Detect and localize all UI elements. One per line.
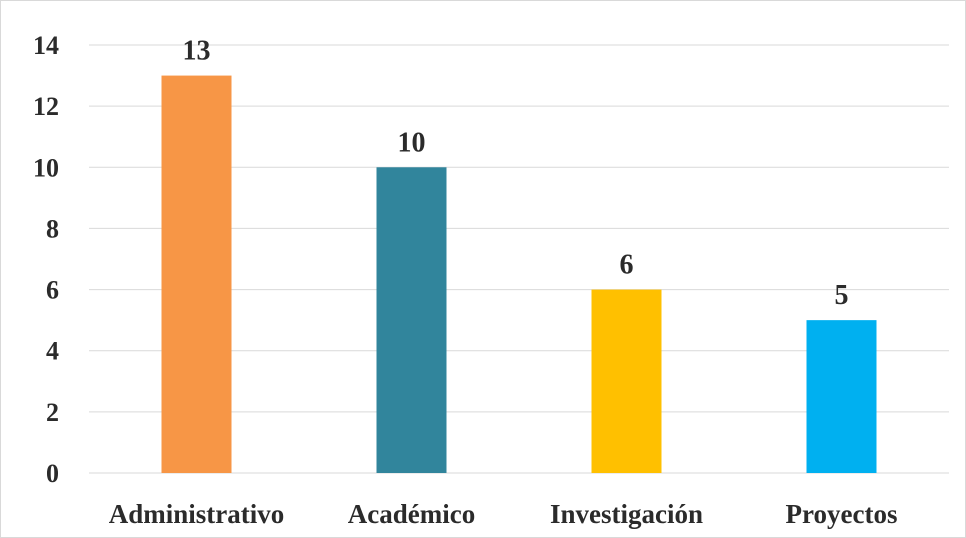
y-tick-label: 6: [46, 276, 59, 305]
y-tick-label: 14: [33, 31, 59, 60]
bar-académico: [376, 167, 447, 474]
data-label: 13: [183, 36, 211, 67]
bar-investigación: [591, 289, 662, 473]
x-axis: Administrativo Académico Investigación Proy…: [109, 499, 898, 529]
bar-proyectos: [806, 320, 877, 473]
gridlines: [89, 44, 949, 474]
x-tick-label: Administrativo: [109, 499, 285, 529]
x-tick-label: Investigación: [550, 499, 703, 529]
y-tick-label: 2: [46, 398, 59, 427]
x-tick-label: Proyectos: [786, 499, 898, 529]
data-label: 10: [398, 127, 426, 158]
y-tick-label: 12: [33, 92, 59, 121]
bars: [161, 75, 877, 474]
y-axis: 0 2 4 6 8 10 12 14: [33, 31, 59, 488]
data-label: 5: [835, 280, 849, 311]
y-tick-label: 4: [46, 337, 59, 366]
data-label: 6: [620, 250, 634, 281]
bar-administrativo: [161, 75, 232, 474]
y-tick-label: 0: [46, 459, 59, 488]
x-tick-label: Académico: [348, 499, 475, 529]
y-tick-label: 8: [46, 214, 59, 243]
data-labels: 13 10 6 5: [183, 36, 849, 312]
y-tick-label: 10: [33, 153, 59, 182]
